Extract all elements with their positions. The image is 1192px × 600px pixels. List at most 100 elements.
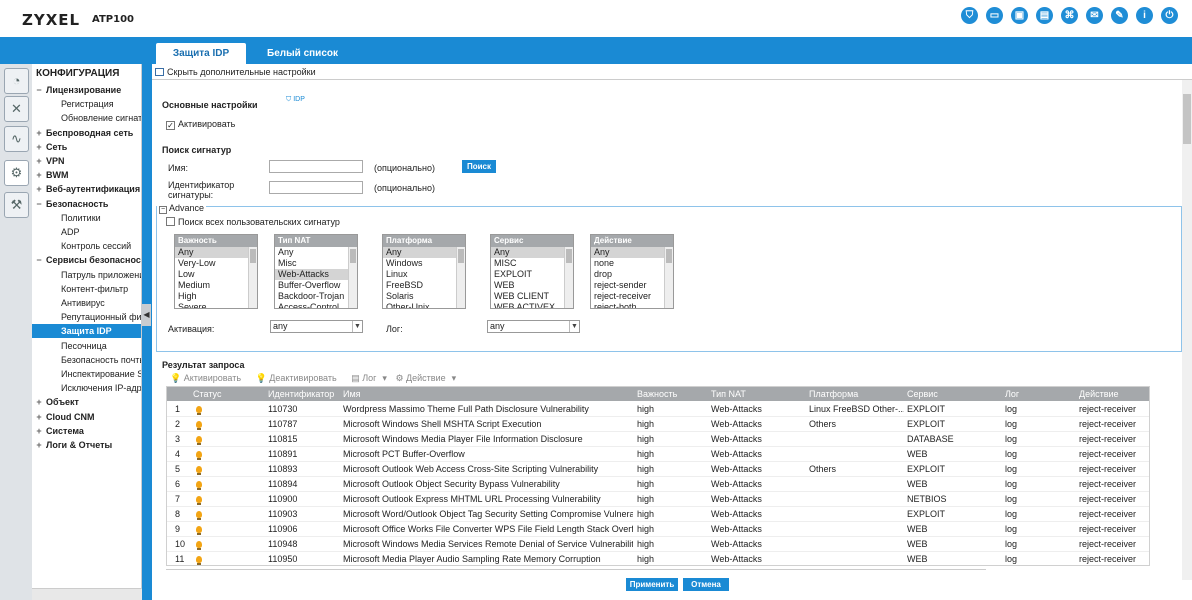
network-icon[interactable]: ⌘ <box>1061 7 1078 24</box>
apply-button[interactable]: Применить <box>626 578 678 591</box>
listbox-scrollbar[interactable] <box>248 247 257 308</box>
column-header[interactable]: Статус <box>193 389 222 399</box>
listbox-option[interactable]: none <box>594 258 615 268</box>
activate-checkbox[interactable]: ✓ Активировать <box>166 119 235 130</box>
sidebar-item[interactable]: Защита IDP <box>32 324 141 339</box>
expand-icon[interactable]: + <box>36 156 42 166</box>
listbox-option[interactable]: MISC <box>494 258 517 268</box>
sidebar-item[interactable]: Патруль приложений <box>32 268 141 282</box>
column-header[interactable]: Лог <box>1005 389 1020 399</box>
listbox-option[interactable]: WEB ACTIVEX <box>494 302 556 309</box>
listbox-option[interactable]: Linux <box>386 269 408 279</box>
sidebar-item[interactable]: Инспектирование SSL <box>32 367 141 381</box>
tools-icon[interactable]: ✕ <box>4 96 29 122</box>
search-all-checkbox[interactable]: Поиск всех пользовательских сигнатур <box>166 217 340 227</box>
scroll-thumb[interactable] <box>566 249 572 263</box>
advance-header[interactable]: − Advance <box>157 203 207 214</box>
browser-icon[interactable]: ▤ <box>1036 7 1053 24</box>
column-header[interactable]: Тип NAT <box>711 389 746 399</box>
sidebar-item[interactable]: Регистрация <box>32 97 114 111</box>
listbox-option[interactable]: Buffer-Overflow <box>278 280 341 290</box>
sidebar-item[interactable]: − Безопасность <box>32 197 108 211</box>
expand-icon[interactable]: + <box>36 184 42 195</box>
action-menu[interactable]: ⚙ Действие ▾ <box>395 373 457 383</box>
scroll-thumb[interactable] <box>666 249 672 263</box>
sidebar-item[interactable]: + Система <box>32 424 84 438</box>
activate-action[interactable]: 💡 Активировать <box>170 373 242 383</box>
listbox-option[interactable]: reject-both <box>594 302 637 309</box>
sidebar-item[interactable]: + Логи & Отчеты <box>32 438 112 452</box>
expand-icon[interactable]: + <box>36 141 42 152</box>
collapse-icon[interactable]: − <box>36 198 42 209</box>
table-row[interactable]: 7 110900 Microsoft Outlook Express MHTML U… <box>167 492 1149 507</box>
listbox-option[interactable]: Solaris <box>386 291 414 301</box>
sidebar-item[interactable]: + VPN <box>32 154 64 168</box>
activation-select[interactable]: any ▼ <box>270 320 363 333</box>
scroll-thumb[interactable] <box>350 249 356 263</box>
scroll-thumb[interactable] <box>458 249 464 263</box>
cancel-button[interactable]: Отмена <box>683 578 729 591</box>
listbox-option[interactable]: drop <box>594 269 613 279</box>
sidebar-item[interactable]: ADP <box>32 225 80 239</box>
scroll-thumb[interactable] <box>1183 94 1191 144</box>
sidebar-item[interactable]: Исключения IP-адресов <box>32 381 141 395</box>
listbox-option[interactable]: Any <box>491 247 565 258</box>
listbox-option[interactable]: WEB CLIENT <box>494 291 550 301</box>
shield-icon[interactable]: ⛉ <box>961 7 978 24</box>
listbox-option[interactable]: FreeBSD <box>386 280 424 290</box>
sidebar-item[interactable]: − Лицензирование <box>32 83 121 97</box>
monitor-icon[interactable]: ▭ <box>986 7 1003 24</box>
table-row[interactable]: 8 110903 Microsoft Word/Outlook Object Tag… <box>167 507 1149 522</box>
column-header[interactable]: Важность <box>637 389 678 399</box>
search-button[interactable]: Поиск <box>462 160 496 173</box>
column-header[interactable]: Сервис <box>907 389 938 399</box>
deactivate-action[interactable]: 💡 Деактивировать <box>255 373 337 383</box>
collapse-icon[interactable]: − <box>36 255 42 266</box>
chat-icon[interactable]: ✉ <box>1086 7 1103 24</box>
expand-icon[interactable]: + <box>36 425 42 436</box>
sidebar-item[interactable]: Политики <box>32 211 101 225</box>
column-header[interactable]: Действие <box>1079 389 1119 399</box>
listbox-option[interactable]: EXPLOIT <box>494 269 533 279</box>
column-header[interactable]: Платформа <box>809 389 859 399</box>
idp-badge[interactable]: ⛉ IDP <box>286 96 305 104</box>
filter-listbox[interactable]: Важность Any Very-Low Low Medium High Severe <box>174 234 258 309</box>
collapse-toggle-icon[interactable]: − <box>159 206 167 214</box>
window-icon[interactable]: ▣ <box>1011 7 1028 24</box>
hide-advanced-link[interactable]: Скрыть дополнительные настройки <box>155 67 316 77</box>
sidebar-item[interactable]: + Сеть <box>32 140 67 154</box>
sidebar-item[interactable]: + Беспроводная сеть <box>32 126 133 140</box>
listbox-option[interactable]: reject-receiver <box>594 291 652 301</box>
sigid-input[interactable] <box>269 181 363 194</box>
listbox-scrollbar[interactable] <box>564 247 573 308</box>
listbox-option[interactable]: Other-Unix <box>386 302 430 309</box>
table-row[interactable]: 9 110906 Microsoft Office Works File Conve… <box>167 522 1149 537</box>
info-icon[interactable]: i <box>1136 7 1153 24</box>
table-row[interactable]: 4 110891 Microsoft PCT Buffer-Overflow high… <box>167 447 1149 462</box>
listbox-option[interactable]: Any <box>591 247 665 258</box>
filter-listbox[interactable]: Действие Any none drop reject-sender reject-r… <box>590 234 674 309</box>
sidebar-item[interactable]: + Веб-аутентификация <box>32 182 140 196</box>
sidebar-item[interactable]: Контент-фильтр <box>32 282 128 296</box>
activate-check-icon[interactable]: ✓ <box>166 121 175 130</box>
expand-icon[interactable]: + <box>36 397 42 408</box>
sidebar-item[interactable]: Репутационный фильтр <box>32 310 141 324</box>
filter-listbox[interactable]: Платформа Any Windows Linux FreeBSD Solaris Ot… <box>382 234 466 309</box>
listbox-option[interactable]: Very-Low <box>178 258 216 268</box>
edit-icon[interactable]: ✎ <box>1111 7 1128 24</box>
listbox-option[interactable]: Low <box>178 269 195 279</box>
expand-icon[interactable]: + <box>36 170 42 181</box>
listbox-option[interactable]: Any <box>383 247 457 258</box>
name-input[interactable] <box>269 160 363 173</box>
sidebar-item[interactable]: Обновление сигнатур <box>32 111 141 125</box>
listbox-option[interactable]: Misc <box>278 258 297 268</box>
table-row[interactable]: 6 110894 Microsoft Outlook Object Security… <box>167 477 1149 492</box>
table-row[interactable]: 11 110950 Microsoft Media Player Audio Sam… <box>167 552 1149 565</box>
listbox-option[interactable]: Access-Control <box>278 302 340 309</box>
table-row[interactable]: 1 110730 Wordpress Massimo Theme Full Path… <box>167 402 1149 417</box>
sidebar-item[interactable]: + Cloud CNM <box>32 410 94 424</box>
table-row[interactable]: 10 110948 Microsoft Windows Media Services… <box>167 537 1149 552</box>
column-header[interactable]: Идентификатор <box>268 389 335 399</box>
monitor-icon[interactable]: ∿ <box>4 126 29 152</box>
listbox-option[interactable]: Medium <box>178 280 211 290</box>
